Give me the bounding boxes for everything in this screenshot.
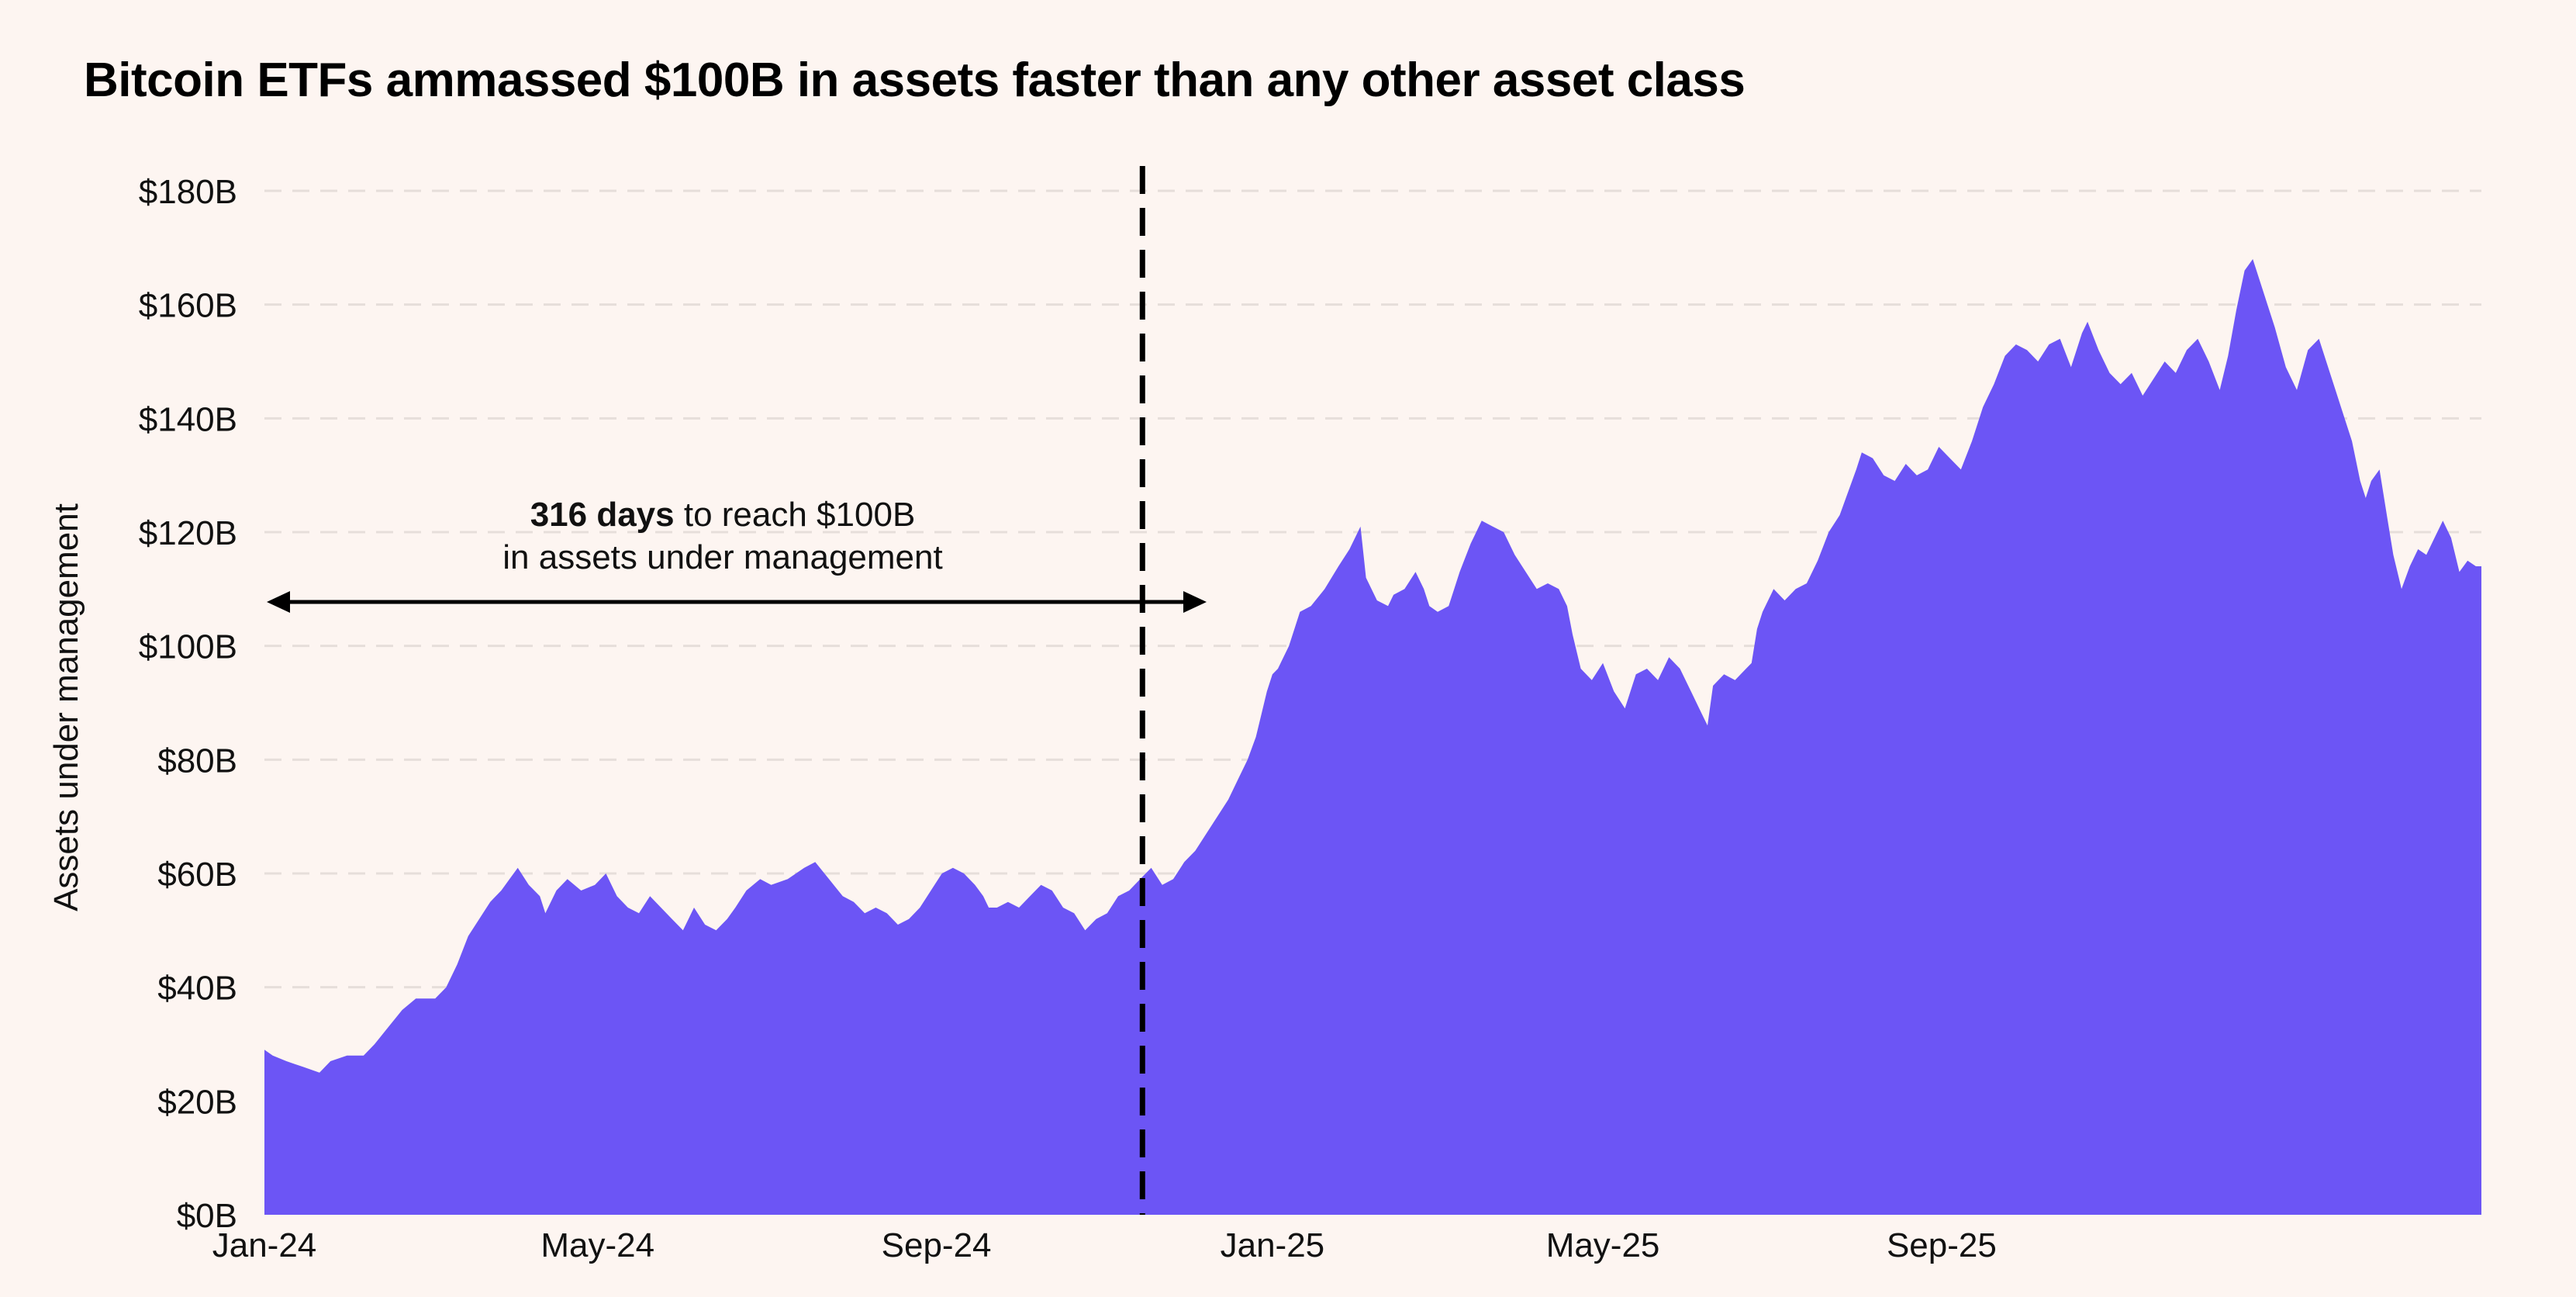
y-tick-label: $60B (157, 856, 237, 894)
annotation-line2: in assets under management (502, 538, 942, 576)
x-tick-label: May-25 (1546, 1226, 1660, 1264)
area-path (264, 259, 2481, 1215)
y-tick-label: $180B (139, 173, 237, 211)
x-tick-label: May-24 (540, 1226, 654, 1264)
y-tick-label: $140B (139, 400, 237, 438)
y-tick-label: $120B (139, 514, 237, 552)
x-axis-ticks: Jan-24 May-24 Sep-24 Jan-25 May-25 Sep-25 (212, 1226, 1997, 1264)
annotation-line1: 316 days to reach $100B (530, 496, 916, 534)
chart-title: Bitcoin ETFs ammassed $100B in assets fa… (84, 54, 1745, 107)
y-tick-label: $100B (139, 628, 237, 666)
arrow-head-left (267, 591, 290, 613)
x-tick-label: Sep-25 (1887, 1226, 1997, 1264)
x-tick-label: Jan-24 (212, 1226, 317, 1264)
y-tick-label: $20B (157, 1083, 237, 1121)
annotation-rest-text: to reach $100B (675, 496, 916, 534)
y-axis-label: Assets under management (47, 503, 85, 911)
y-axis-ticks: $0B $20B $40B $60B $80B $100B $120B $140B $160B $… (139, 173, 237, 1235)
y-tick-label: $0B (177, 1197, 237, 1235)
area-series (264, 259, 2481, 1215)
annotation: 316 days to reach $100B in assets under … (267, 496, 1207, 613)
annotation-bold-text: 316 days (530, 496, 675, 534)
y-tick-label: $40B (157, 970, 237, 1008)
x-tick-label: Sep-24 (882, 1226, 992, 1264)
y-tick-label: $80B (157, 742, 237, 780)
x-tick-label: Jan-25 (1221, 1226, 1325, 1264)
y-tick-label: $160B (139, 287, 237, 325)
arrow-head-right (1183, 591, 1207, 613)
